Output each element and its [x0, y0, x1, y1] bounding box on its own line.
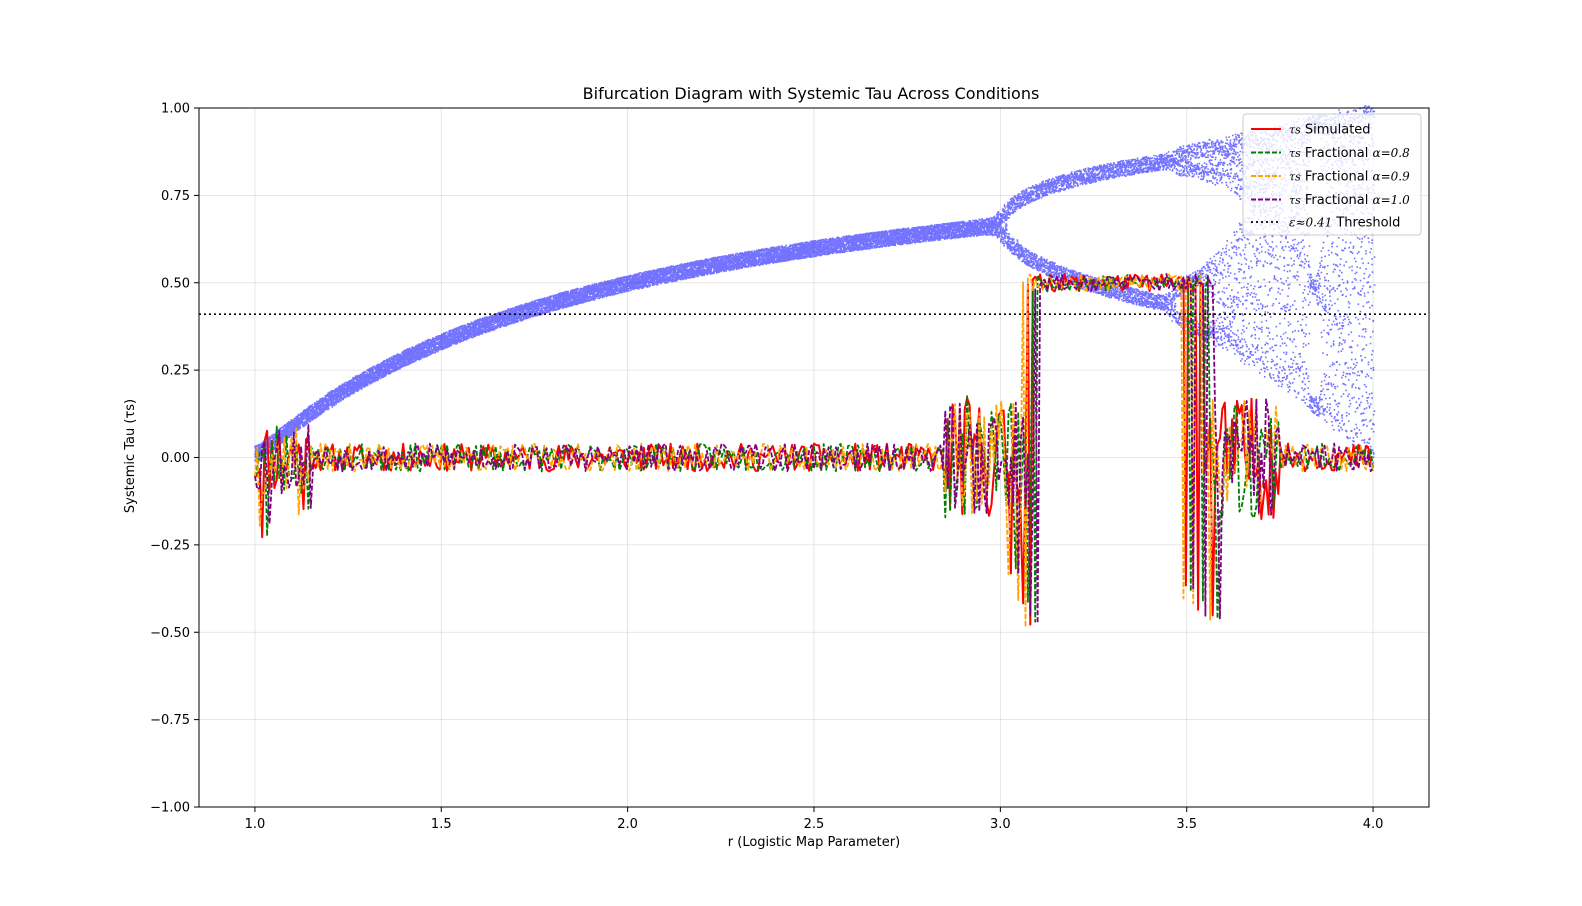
x-tick-label: 1.5 [431, 817, 452, 832]
y-tick-label: 0.00 [161, 451, 190, 466]
x-tick-label: 3.0 [990, 817, 1011, 832]
y-tick-label: 0.25 [161, 364, 190, 379]
series-line-1 [254, 274, 1374, 623]
y-tick-label: −0.75 [150, 713, 190, 728]
legend-label-2: τs Fractional α=0.9 [1289, 170, 1410, 185]
y-tick-label: −0.25 [150, 538, 190, 553]
x-tick-label: 1.0 [245, 817, 266, 832]
tick-layer: 1.0 1.5 2.0 2.5 3.0 3.5 4.0 −1.00 −0.75 −0.50 −0.2… [150, 102, 1383, 833]
x-tick-label: 2.5 [804, 817, 825, 832]
y-tick-label: 0.50 [161, 276, 190, 291]
x-tick-label: 2.0 [617, 817, 638, 832]
y-tick-label: 1.00 [161, 102, 190, 117]
y-tick-label: 0.75 [161, 189, 190, 204]
legend: τs Simulated τs Fractional α=0.8 τs Fracti… [1242, 113, 1422, 236]
x-axis-label: r (Logistic Map Parameter) [728, 835, 900, 850]
x-tick-label: 3.5 [1176, 817, 1197, 832]
legend-label-3: τs Fractional α=1.0 [1289, 193, 1410, 208]
tau-series-layer [254, 273, 1374, 628]
series-line-3 [254, 273, 1374, 625]
legend-label-threshold: ε≈0.41 Threshold [1289, 216, 1400, 231]
legend-label-1: τs Fractional α=0.8 [1289, 146, 1410, 161]
y-tick-label: −0.50 [150, 626, 190, 641]
x-tick-label: 4.0 [1363, 817, 1384, 832]
legend-label-0: τs Simulated [1289, 123, 1371, 138]
legend-box [1242, 113, 1422, 236]
y-axis-label: Systemic Tau (τs) [123, 399, 138, 513]
y-tick-label: −1.00 [150, 801, 190, 816]
chart-title: Bifurcation Diagram with Systemic Tau Ac… [583, 84, 1040, 103]
